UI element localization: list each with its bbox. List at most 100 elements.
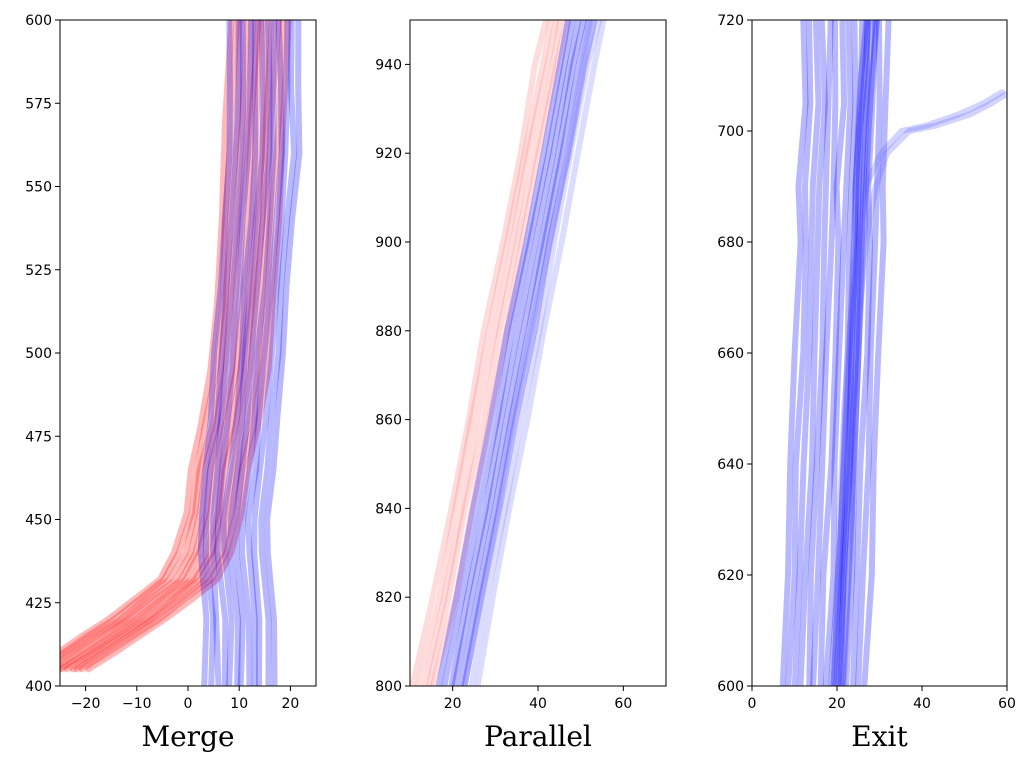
series-through-right [828, 20, 880, 686]
x-tick-label: 60 [998, 696, 1016, 712]
trajectory-line [822, 20, 854, 686]
trajectory-line [60, 20, 240, 659]
trajectory-line [843, 20, 871, 686]
trajectory-line [855, 20, 883, 686]
y-tick-label: 525 [25, 263, 52, 279]
y-tick-label: 600 [717, 679, 744, 695]
trajectory-line [828, 20, 870, 686]
trajectory-line [210, 20, 247, 686]
x-tick-label: −10 [122, 696, 152, 712]
y-tick-label: 860 [375, 413, 402, 429]
trajectory-line [69, 20, 276, 673]
trajectory-line [415, 20, 554, 686]
trajectory-line [468, 20, 603, 686]
trajectory-line [830, 20, 859, 686]
trajectory-line [797, 20, 828, 686]
trajectory-line [63, 20, 270, 673]
series-exiting [831, 89, 1007, 686]
y-tick-label: 400 [25, 679, 52, 695]
trajectory-line [197, 20, 233, 686]
trajectory-line [203, 20, 242, 686]
y-tick-label: 800 [375, 679, 402, 695]
trajectory-line [264, 20, 303, 686]
y-tick-label: 620 [717, 568, 744, 584]
trajectory-line [85, 20, 292, 673]
trajectory-line [73, 20, 282, 673]
y-tick-label: 900 [375, 235, 402, 251]
trajectory-line [835, 20, 876, 686]
y-tick-label: 550 [25, 180, 52, 196]
series-right-lane-faint [461, 20, 607, 686]
y-tick-label: 720 [717, 13, 744, 29]
y-tick-label: 575 [25, 96, 52, 112]
trajectory-line [806, 20, 834, 686]
trajectory-line [831, 89, 1006, 686]
series-right-lane [435, 20, 598, 686]
trajectory-line [220, 20, 259, 686]
trajectory-line [60, 20, 257, 669]
y-tick-label: 450 [25, 513, 52, 529]
trajectory-line [78, 20, 287, 673]
trajectory-line [60, 20, 262, 673]
trajectory-line [244, 20, 285, 686]
y-tick-label: 425 [25, 596, 52, 612]
trajectory-line [60, 20, 251, 666]
series-through [779, 20, 892, 686]
trajectory-line [435, 20, 572, 686]
series-left-lane [410, 20, 570, 686]
parallel-panel: 20 40 60 800 820 840 860 880 900 920 940 Parallel [375, 19, 667, 753]
trajectory-line [837, 20, 866, 686]
trajectory-line [461, 20, 594, 686]
panel-title: Parallel [484, 720, 592, 753]
x-tick-label: 40 [529, 696, 547, 712]
trajectory-line [60, 20, 264, 673]
trajectory-line [429, 20, 570, 686]
y-tick-label: 640 [717, 457, 744, 473]
y-tick-label: 500 [25, 346, 52, 362]
panel-title: Exit [851, 720, 908, 753]
trajectory-line [785, 20, 814, 686]
trajectory-line [839, 20, 880, 686]
y-tick-label: 680 [717, 235, 744, 251]
y-tick-label: 820 [375, 590, 402, 606]
trajectory-line [227, 20, 266, 686]
x-tick-label: 20 [828, 696, 846, 712]
x-tick-label: 40 [913, 696, 931, 712]
trajectory-line [441, 20, 576, 686]
plot-area [60, 20, 303, 686]
trajectory-line [258, 20, 298, 686]
trajectory-line [779, 20, 809, 686]
y-tick-label: 840 [375, 501, 402, 517]
trajectory-line [451, 20, 587, 686]
plot-area [779, 20, 1007, 686]
trajectory-line [461, 20, 598, 686]
trajectory-line [251, 20, 291, 686]
trajectory-line [448, 20, 582, 686]
y-tick-label: 700 [717, 124, 744, 140]
trajectory-line [474, 20, 607, 686]
trajectory-line [425, 20, 564, 686]
y-tick-label: 920 [375, 146, 402, 162]
plot-area [410, 20, 607, 686]
y-tick-label: 475 [25, 429, 52, 445]
trajectory-line [840, 90, 1007, 686]
trajectory-line [60, 20, 235, 655]
x-tick-label: 60 [614, 696, 632, 712]
trajectory-line [457, 20, 592, 686]
series-merging [60, 20, 292, 673]
series-through [197, 20, 303, 686]
trajectory-line [214, 20, 255, 686]
panel-title: Merge [141, 720, 234, 753]
trajectory-line [791, 20, 822, 686]
trajectory-line [239, 20, 278, 686]
trajectory-line [810, 20, 839, 686]
x-tick-label: 20 [281, 696, 299, 712]
exit-panel: 0 20 40 60 600 620 640 660 680 700 720 Exit [717, 13, 1016, 753]
trajectory-line [233, 20, 273, 686]
y-tick-label: 600 [25, 13, 52, 29]
trajectory-line [833, 20, 872, 686]
x-tick-label: 10 [230, 696, 248, 712]
y-tick-label: 880 [375, 324, 402, 340]
trajectory-line [60, 20, 244, 662]
